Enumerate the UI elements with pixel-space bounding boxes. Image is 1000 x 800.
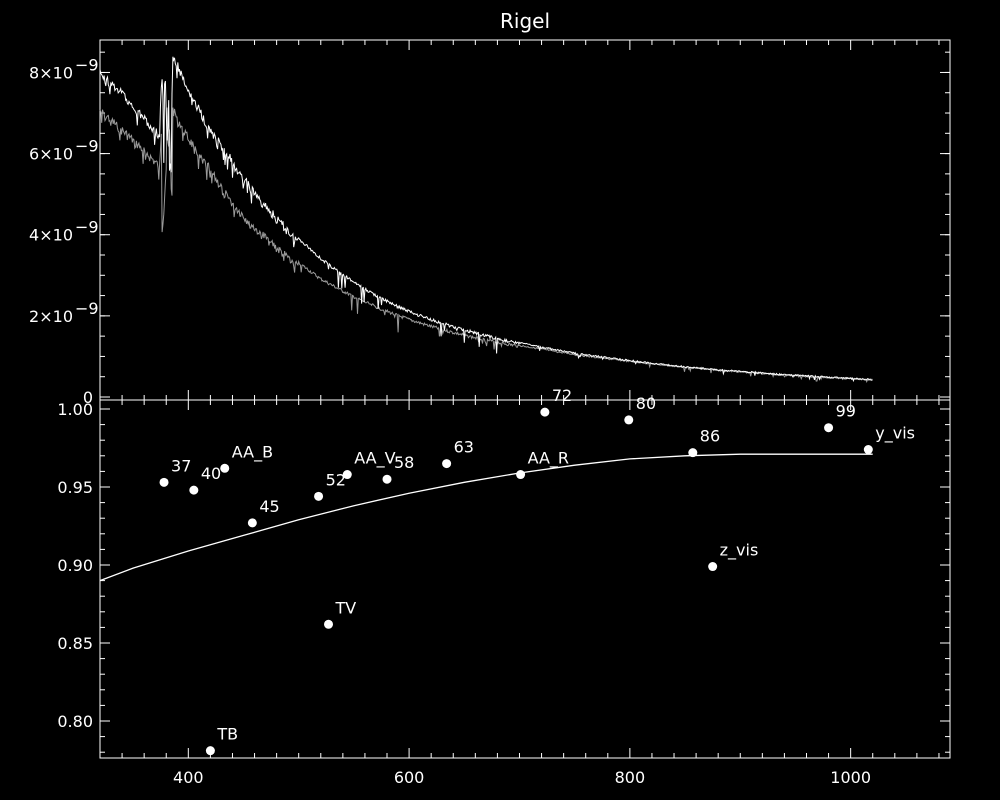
ratio-point-label: 52 <box>326 470 346 489</box>
ratio-point-label: 99 <box>836 402 856 421</box>
spectrum-lines <box>99 56 873 384</box>
ratio-point-label: 37 <box>171 456 191 475</box>
spectrum-y-tick-exponent: −9 <box>75 55 99 74</box>
ratio-y-tick-label: 0.80 <box>57 712 93 731</box>
spectrum-y-tick-label: 6×10 <box>29 145 73 164</box>
spectrum-panel-frame <box>99 39 951 401</box>
ratio-point <box>540 407 550 417</box>
ratio-points: 37 40 AA_B 45 TB 52 AA_V TV 58 63 AA_R 72 80 86 z_vis 9… <box>159 386 915 756</box>
ratio-panel-frame <box>99 399 951 759</box>
ratio-point-label: z_vis <box>720 541 759 561</box>
ratio-point-label: 40 <box>201 464 221 483</box>
ratio-point <box>824 423 834 433</box>
ratio-point-label: 80 <box>636 394 656 413</box>
ratio-curve <box>99 453 873 582</box>
ratio-point-label: 63 <box>454 438 474 457</box>
ratio-point-label: 58 <box>394 453 414 472</box>
ratio-point <box>863 445 873 455</box>
spectrum-y-tick-exponent: −9 <box>75 137 99 156</box>
ratio-y-tick-label: 0.95 <box>57 478 93 497</box>
ratio-x-tick-label: 600 <box>394 768 425 787</box>
ratio-point <box>205 746 215 756</box>
spectrum-panel: 02×10 −94×10 −96×10 −98×10 −9 <box>29 39 951 407</box>
ratio-point-label: 86 <box>700 427 720 446</box>
ratio-point-label: 72 <box>552 386 572 405</box>
ratio-point-label: 45 <box>259 497 279 516</box>
spectrum-y-tick-label: 4×10 <box>29 226 73 245</box>
spectrum-series-gray <box>99 107 873 384</box>
ratio-point <box>314 491 324 501</box>
ratio-point <box>159 477 169 487</box>
ratio-point <box>189 485 199 495</box>
ratio-point <box>220 463 230 473</box>
spectrum-y-tick-exponent: −9 <box>75 218 99 237</box>
chart-title: Rigel <box>500 9 550 33</box>
spectrum-y-tick-label: 0 <box>83 388 93 407</box>
ratio-x-tick-label: 400 <box>173 768 204 787</box>
ratio-fit-curve <box>99 453 873 582</box>
ratio-point <box>442 459 452 469</box>
ratio-y-tick-label: 0.90 <box>57 556 93 575</box>
spectrum-y-tick-exponent: −9 <box>75 299 99 318</box>
ratio-point-label: TB <box>216 725 238 744</box>
ratio-point-label: AA_R <box>528 449 569 469</box>
ratio-y-tick-label: 0.85 <box>57 634 93 653</box>
ratio-x-tick-label: 800 <box>615 768 646 787</box>
ratio-point-label: TV <box>335 598 357 617</box>
ratio-y-tick-label: 1.00 <box>57 400 93 419</box>
ratio-x-tick-label: 1000 <box>830 768 871 787</box>
spectrum-y-tick-label: 8×10 <box>29 63 73 82</box>
ratio-point <box>516 470 526 480</box>
ratio-point <box>324 619 334 629</box>
ratio-point-label: AA_V <box>354 449 395 469</box>
ratio-point-label: y_vis <box>875 424 915 444</box>
ratio-point <box>688 448 698 458</box>
ratio-point <box>382 474 392 484</box>
spectrum-series-white <box>99 56 873 383</box>
ratio-point <box>624 415 634 425</box>
ratio-point <box>708 562 718 572</box>
spectrum-y-tick-label: 2×10 <box>29 307 73 326</box>
ratio-point <box>247 518 257 528</box>
ratio-axis-ticks: 0.80 0.85 0.90 0.95 1.00 400 600 800 1000 <box>57 400 950 787</box>
ratio-point <box>342 470 352 480</box>
ratio-point-label: AA_B <box>232 442 273 462</box>
spectrum-y-ticks: 02×10 −94×10 −96×10 −98×10 −9 <box>29 40 950 407</box>
